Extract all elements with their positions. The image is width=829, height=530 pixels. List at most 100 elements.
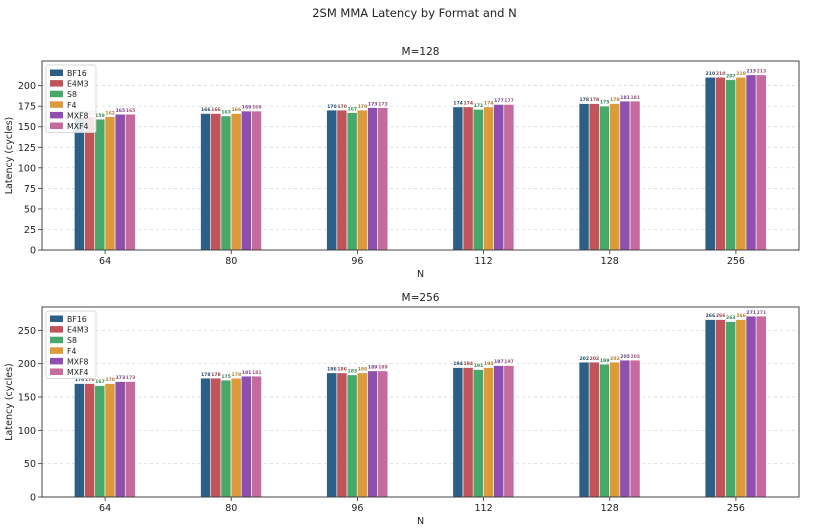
x-tick-label: 128 [601,503,619,514]
bar-bf16-96 [326,372,337,498]
y-tick-label: 0 [30,246,36,257]
y-tick-label: 100 [18,163,36,174]
y-tick-label: 200 [18,359,36,370]
bar-value-label: 186 [358,367,368,373]
bar-f4-128 [609,362,620,498]
legend-label-mxf4: MXF4 [67,122,89,131]
bar-e4m3-128 [589,362,600,498]
bar-value-label: 169 [252,105,262,111]
bar-f4-96 [357,110,368,251]
x-tick-label: 112 [475,256,493,267]
bar-value-label: 170 [337,104,347,110]
bar-value-label: 166 [201,107,211,113]
y-tick-label: 100 [18,426,36,437]
chart-panel-1: 0255075100125150175200162162159162165165… [4,46,800,280]
bar-mxf8-256 [745,316,757,498]
bar-mxf4-80 [251,110,262,251]
bar-bf16-256 [705,77,716,251]
bar-value-label: 173 [368,101,378,107]
legend-label-s8: S8 [67,90,77,99]
bar-value-label: 167 [95,379,105,385]
bar-mxf8-112 [493,104,504,251]
y-axis-label: Latency (cycles) [4,363,15,440]
bar-f4-80 [231,113,242,251]
bar-value-label: 175 [221,374,231,380]
bar-value-label: 181 [620,95,630,101]
legend-swatch-bf16 [50,315,63,322]
panel-title: M=256 [402,292,440,304]
bar-value-label: 166 [211,107,221,113]
bar-mxf8-80 [241,376,252,498]
bar-value-label: 191 [474,363,484,369]
bar-s8-256 [725,79,736,251]
bar-mxf4-96 [377,107,388,251]
y-tick-label: 200 [18,81,36,92]
bar-value-label: 177 [504,98,514,104]
bar-value-label: 271 [746,310,756,316]
bar-value-label: 266 [736,313,746,319]
bar-f4-64 [104,383,116,498]
bar-bf16-112 [452,106,463,251]
bar-s8-96 [347,374,358,498]
bar-e4m3-256 [715,319,726,498]
bar-value-label: 189 [368,365,378,371]
bar-value-label: 174 [463,101,473,107]
bar-mxf4-128 [630,360,641,498]
bar-e4m3-112 [463,106,474,251]
legend-swatch-s8 [50,336,63,344]
x-tick-label: 64 [99,256,111,267]
bar-s8-128 [599,364,610,498]
y-tick-label: 150 [18,393,36,404]
bar-value-label: 186 [337,367,347,373]
bar-value-label: 159 [95,113,105,119]
x-tick-label: 64 [99,503,111,514]
bar-s8-112 [473,369,484,498]
bar-e4m3-128 [589,103,600,251]
bar-value-label: 175 [600,100,610,106]
bar-e4m3-112 [463,367,474,498]
bar-f4-112 [483,367,494,498]
y-tick-label: 50 [24,459,36,470]
bar-value-label: 174 [453,101,463,107]
bar-s8-112 [473,109,484,251]
bar-e4m3-256 [715,77,726,251]
bar-s8-80 [220,115,232,251]
bar-value-label: 197 [504,359,514,365]
bar-mxf8-96 [367,107,378,251]
bar-value-label: 165 [116,108,126,114]
bar-value-label: 181 [252,370,262,376]
y-tick-label: 25 [24,225,36,236]
bar-value-label: 199 [600,358,610,364]
bar-value-label: 186 [327,367,337,373]
bar-mxf8-64 [115,381,126,498]
legend-label-mxf8: MXF8 [67,357,89,366]
bar-value-label: 202 [590,356,600,362]
bar-s8-80 [220,380,232,498]
y-tick-label: 250 [18,326,36,337]
bar-value-label: 271 [757,310,767,316]
bar-value-label: 171 [474,103,484,109]
bar-value-label: 194 [463,361,473,367]
bar-bf16-128 [579,362,590,498]
bar-value-label: 170 [105,377,115,383]
axes-frame [41,306,800,498]
bar-value-label: 169 [242,105,252,111]
bar-s8-256 [725,321,736,498]
bar-bf16-64 [74,383,85,498]
bar-s8-96 [347,112,358,251]
bar-bf16-112 [452,367,463,498]
legend-swatch-e4m3 [50,326,63,333]
bar-value-label: 178 [579,97,589,103]
legend-swatch-bf16 [50,69,63,76]
bar-f4-256 [735,319,746,498]
bar-f4-256 [735,77,746,251]
legend-swatch-e4m3 [50,80,63,87]
bar-value-label: 166 [232,107,242,113]
figure-title: 2SM MMA Latency by Format and N [312,6,517,20]
y-axis-label: Latency (cycles) [4,117,15,194]
bar-s8-64 [94,385,105,498]
bar-bf16-256 [705,319,716,498]
bar-bf16-128 [579,103,590,251]
bar-value-label: 194 [453,361,463,367]
